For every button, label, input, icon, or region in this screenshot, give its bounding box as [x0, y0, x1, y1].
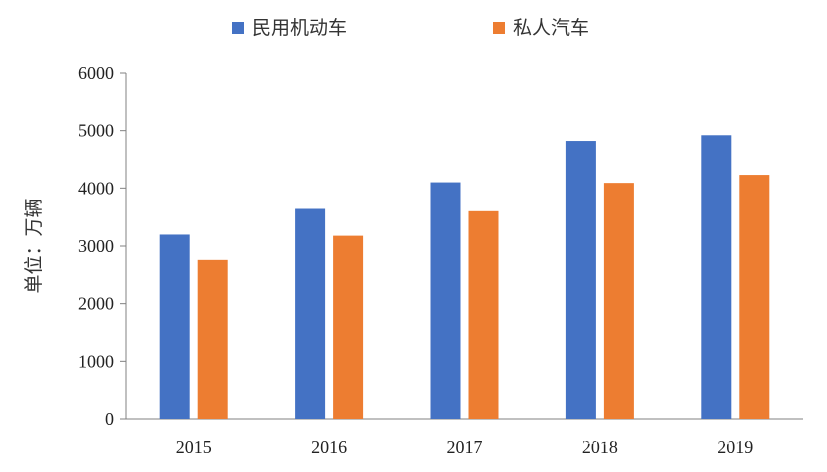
- watermark: 上海市交通发展研究中心: [541, 424, 764, 448]
- x-tick-label: 2018: [582, 437, 618, 457]
- bar: [701, 135, 732, 419]
- bar: [603, 183, 634, 419]
- bar: [197, 259, 228, 419]
- legend-swatch: [493, 22, 505, 34]
- bars: [159, 135, 770, 419]
- y-tick-label: 0: [105, 409, 114, 429]
- legend-swatch: [232, 22, 244, 34]
- bar: [739, 175, 770, 419]
- y-axis-label: 单位：万辆: [23, 198, 45, 293]
- watermark-text: 上海市交通发展研究中心: [577, 428, 764, 448]
- y-tick-label: 5000: [78, 121, 114, 141]
- y-axis: 0 1000 2000 3000 4000 5000 6000: [78, 63, 127, 429]
- x-tick-label: 2017: [447, 437, 483, 457]
- y-tick-label: 3000: [78, 236, 114, 256]
- legend-label: 私人汽车: [513, 17, 589, 39]
- bar: [159, 234, 190, 419]
- bar: [295, 208, 326, 419]
- y-tick-label: 2000: [78, 294, 114, 314]
- bar: [565, 141, 596, 419]
- x-tick-label: 2016: [311, 437, 347, 457]
- wechat-icon: [541, 424, 570, 447]
- y-tick-label: 6000: [78, 63, 114, 83]
- x-tick-label: 2015: [176, 437, 212, 457]
- x-axis: 2015 2016 2017 2018 2019: [126, 418, 803, 457]
- x-tick-label: 2019: [717, 437, 753, 457]
- bar: [430, 182, 461, 419]
- y-tick-label: 4000: [78, 178, 114, 198]
- legend: 民用机动车 私人汽车: [232, 17, 589, 39]
- bar: [468, 210, 499, 419]
- bar: [333, 235, 364, 419]
- legend-label: 民用机动车: [252, 17, 347, 39]
- y-tick-label: 1000: [78, 351, 114, 371]
